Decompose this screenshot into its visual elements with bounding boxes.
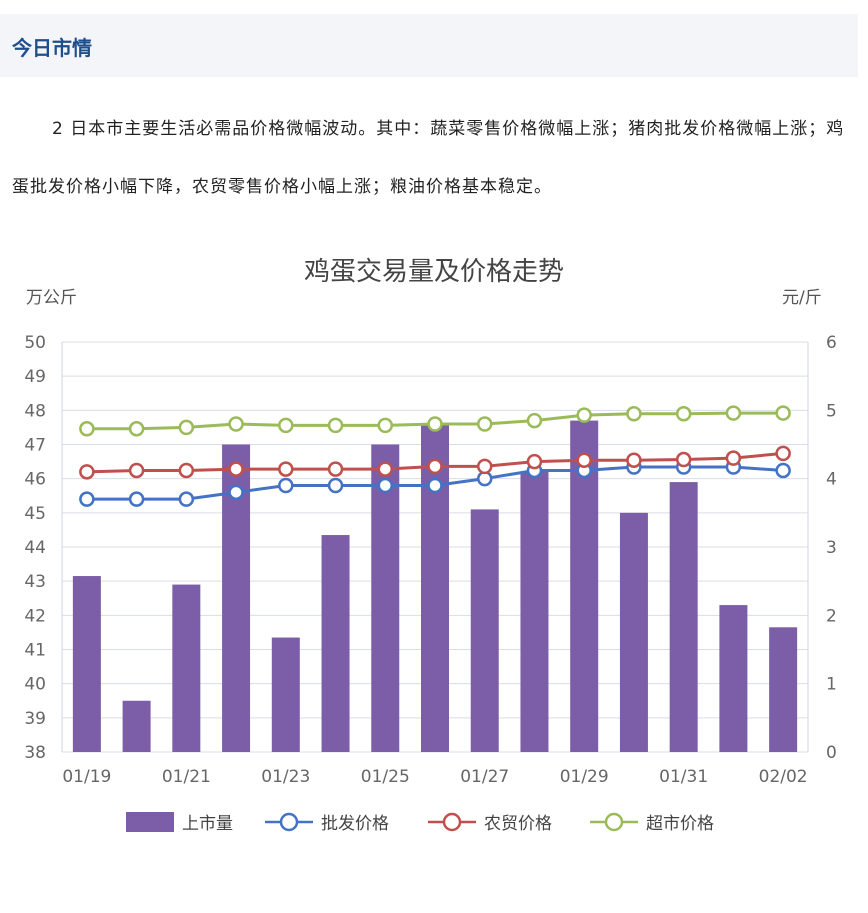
left-axis-label: 万公斤: [26, 288, 77, 308]
point-超市价格: [327, 417, 344, 434]
point-超市价格: [725, 405, 742, 421]
x-tick: 01/21: [162, 767, 211, 787]
legend-label: 上市量: [182, 814, 233, 834]
y-left-tick: 48: [24, 401, 46, 421]
point-农贸价格: [278, 461, 294, 477]
point-超市价格: [178, 419, 195, 436]
point-批发价格: [178, 491, 195, 507]
bar-02/01: [719, 605, 748, 752]
x-tick: 01/23: [261, 767, 310, 787]
point-超市价格: [228, 416, 244, 432]
point-批发价格: [278, 477, 294, 494]
point-农贸价格: [427, 458, 443, 475]
bar-01/28: [520, 471, 549, 752]
bar-01/19: [72, 576, 101, 752]
y-left-tick: 44: [24, 538, 46, 558]
point-批发价格: [128, 491, 145, 507]
point-农贸价格: [576, 452, 592, 468]
x-tick: 01/31: [659, 767, 708, 787]
y-right-tick: 2: [826, 606, 837, 626]
bar-01/21: [172, 584, 201, 752]
y-right-tick: 1: [826, 675, 837, 695]
bar-02/02: [769, 627, 798, 752]
section-header: 今日市情: [0, 14, 858, 77]
point-超市价格: [626, 406, 642, 422]
y-right-tick: 6: [826, 333, 837, 353]
y-left-tick: 39: [24, 709, 46, 729]
point-批发价格: [327, 477, 344, 494]
y-left-tick: 42: [24, 606, 46, 626]
point-农贸价格: [526, 453, 543, 470]
y-left-tick: 50: [24, 333, 46, 353]
y-left-tick: 46: [24, 470, 46, 490]
legend-marker: [604, 812, 624, 832]
point-农贸价格: [377, 461, 394, 477]
y-right-tick: 0: [826, 743, 837, 763]
legend-label: 批发价格: [321, 814, 389, 834]
point-农贸价格: [675, 451, 692, 468]
bar-01/24: [321, 535, 350, 752]
bar-01/20: [122, 700, 151, 752]
x-tick: 01/25: [361, 767, 410, 787]
point-批发价格: [427, 477, 443, 494]
y-right-tick: 4: [826, 470, 837, 490]
point-批发价格: [775, 462, 791, 479]
y-left-tick: 47: [24, 436, 46, 456]
market-summary: 2 日本市主要生活必需品价格微幅波动。其中：蔬菜零售价格微幅上涨；猪肉批发价格微…: [12, 119, 845, 197]
y-left-tick: 45: [24, 504, 46, 524]
point-超市价格: [675, 406, 692, 422]
point-超市价格: [128, 421, 145, 437]
chart-title: 鸡蛋交易量及价格走势: [304, 257, 564, 287]
y-right-tick: 5: [826, 401, 837, 421]
legend-swatch: [126, 812, 174, 832]
point-超市价格: [476, 416, 493, 432]
legend-label: 农贸价格: [484, 814, 552, 834]
bar-01/27: [470, 509, 499, 752]
point-农贸价格: [476, 458, 493, 475]
point-农贸价格: [79, 464, 95, 480]
x-tick: 01/19: [62, 767, 111, 787]
bar-01/31: [669, 482, 698, 752]
y-left-tick: 43: [24, 572, 46, 592]
point-农贸价格: [725, 450, 742, 466]
point-超市价格: [526, 412, 543, 429]
bar-01/23: [271, 637, 300, 752]
bar-01/30: [619, 512, 648, 752]
right-axis-label: 元/斤: [782, 288, 822, 308]
point-超市价格: [576, 407, 592, 423]
legend-label: 超市价格: [646, 814, 714, 834]
point-批发价格: [79, 491, 95, 507]
y-left-tick: 41: [24, 641, 46, 661]
point-超市价格: [278, 417, 294, 434]
point-超市价格: [427, 416, 443, 432]
point-超市价格: [775, 405, 791, 421]
x-tick: 01/29: [560, 767, 609, 787]
y-left-tick: 49: [24, 367, 46, 387]
bar-01/25: [371, 444, 400, 752]
point-农贸价格: [178, 462, 195, 479]
legend-marker: [442, 812, 462, 832]
y-left-tick: 38: [24, 743, 46, 763]
point-农贸价格: [228, 461, 244, 477]
point-批发价格: [228, 484, 244, 501]
point-批发价格: [377, 477, 394, 494]
section-title: 今日市情: [12, 36, 92, 60]
point-农贸价格: [128, 462, 145, 479]
point-农贸价格: [327, 461, 344, 477]
legend-marker: [279, 812, 299, 832]
point-批发价格: [476, 470, 493, 487]
point-农贸价格: [775, 445, 791, 462]
x-tick: 01/27: [460, 767, 509, 787]
x-tick: 02/02: [759, 767, 808, 787]
point-农贸价格: [626, 452, 642, 468]
y-left-tick: 40: [24, 675, 46, 695]
y-right-tick: 3: [826, 538, 837, 558]
point-超市价格: [79, 421, 95, 437]
point-超市价格: [377, 417, 394, 434]
